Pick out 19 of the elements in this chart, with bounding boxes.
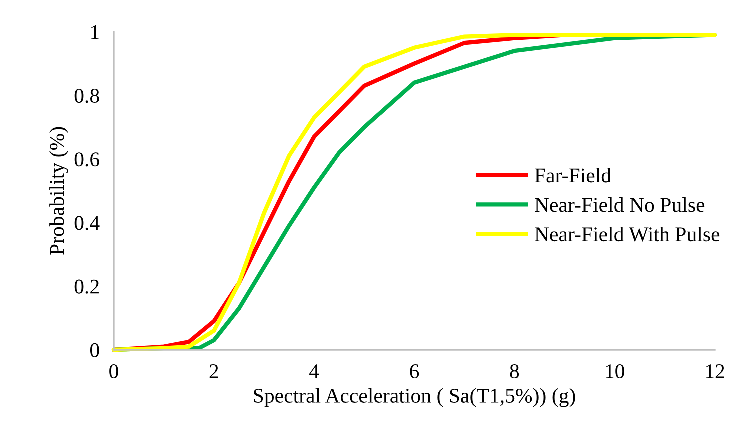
y-tick-label: 0.8 (74, 88, 100, 104)
legend-label: Far-Field (535, 168, 612, 183)
y-tick-label: 0 (90, 343, 100, 358)
line-series (112, 33, 718, 352)
y-tick-label: 0.2 (74, 280, 99, 294)
legend-label: Near-Field With Pulse (535, 226, 720, 242)
x-tick-label: 8 (510, 364, 520, 379)
x-tick-label: 12 (706, 364, 724, 378)
x-axis-title: Spectral Acceleration ( Sa(T1,5%)) (g) (254, 388, 576, 408)
y-tick-label: 0.6 (74, 152, 100, 167)
x-tick-label: 0 (110, 364, 118, 379)
x-tick-label: 10 (606, 364, 624, 379)
x-tick-label: 2 (210, 364, 218, 378)
legend-label: Near-Field No Pulse (535, 198, 705, 212)
x-tick-label: 6 (410, 364, 420, 379)
y-axis-title: Probability (%) (50, 127, 69, 255)
x-tick-label: 4 (310, 364, 320, 378)
y-tick-label: 1 (92, 25, 99, 40)
y-tick-label: 0.4 (74, 216, 100, 230)
